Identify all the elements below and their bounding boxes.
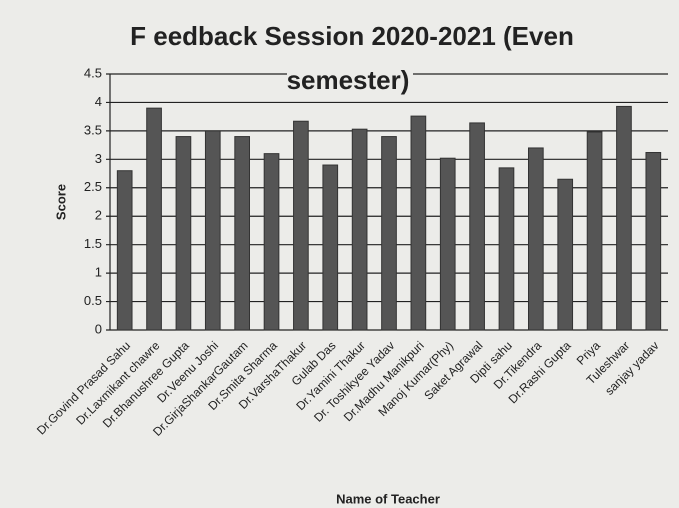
bar (234, 136, 251, 331)
y-axis-label: Score (53, 184, 68, 220)
x-axis-label: Name of Teacher (336, 491, 440, 506)
y-tick-label: 4.5 (84, 65, 102, 80)
bar (146, 107, 162, 331)
bar (381, 136, 397, 331)
bar (469, 122, 485, 331)
bar (410, 115, 427, 331)
chart-title: F eedback Session 2020-2021 (Even semest… (126, 21, 574, 95)
bar (293, 120, 309, 331)
bar (351, 128, 368, 331)
bar (557, 178, 574, 331)
bar (204, 130, 221, 331)
chart-title-box: F eedback Session 2020-2021 (Even semest… (95, 14, 605, 102)
y-tick-label: 3 (95, 151, 102, 166)
bar (586, 131, 603, 331)
bar (439, 157, 456, 331)
bar (645, 152, 662, 331)
y-tick-label: 1 (95, 265, 102, 280)
y-tick-label: 4 (95, 94, 102, 109)
y-tick-label: 0 (95, 321, 102, 336)
y-tick-label: 0.5 (84, 293, 102, 308)
y-tick-label: 3.5 (84, 122, 102, 137)
bar (263, 153, 280, 331)
y-tick-label: 2.5 (84, 179, 102, 194)
bar (116, 170, 133, 331)
bar (616, 105, 632, 331)
bar (498, 167, 515, 331)
bar (322, 164, 339, 331)
y-tick-label: 1.5 (84, 236, 102, 251)
y-tick-label: 2 (95, 208, 102, 223)
bar (175, 136, 192, 331)
bar (528, 147, 544, 331)
